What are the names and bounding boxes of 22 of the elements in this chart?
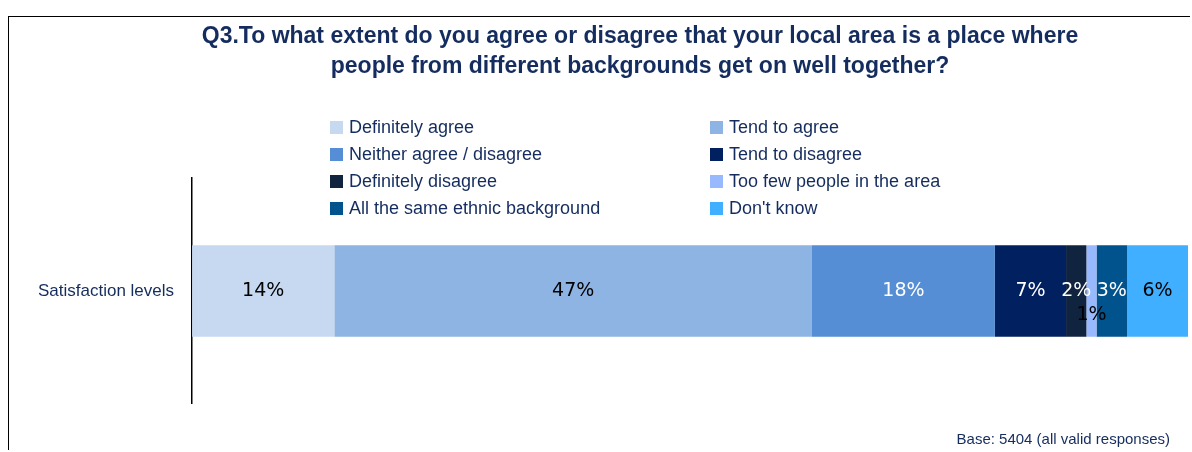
data-label: 3% — [1096, 277, 1127, 300]
legend-label: Too few people in the area — [729, 170, 942, 191]
legend-label: Tend to agree — [729, 116, 840, 137]
chart-title: Q3.To what extent do you agree or disagree that your local area is a place where people from different backgrounds get on well together? — [200, 21, 1080, 80]
legend-label: Definitely agree — [349, 116, 475, 137]
bar — [334, 245, 812, 337]
bar — [192, 245, 335, 337]
legend-label: Definitely disagree — [349, 170, 498, 191]
legend-label: Tend to disagree — [729, 143, 863, 164]
data-label: 1% — [1076, 301, 1107, 324]
data-label: 47% — [552, 277, 595, 300]
legend-label: Don't know — [729, 197, 819, 218]
data-label: 14% — [242, 277, 285, 300]
data-label: 6% — [1142, 277, 1173, 300]
legend-label: All the same ethnic background — [349, 197, 601, 218]
data-label: 18% — [882, 277, 925, 300]
data-label: 7% — [1015, 277, 1046, 300]
y-tick-label: Satisfaction levels — [37, 280, 175, 300]
text: Base: 5404 (all valid responses) — [956, 430, 1170, 447]
bar — [811, 245, 995, 337]
legend-label: Neither agree / disagree — [349, 143, 543, 164]
bar — [1127, 245, 1188, 337]
